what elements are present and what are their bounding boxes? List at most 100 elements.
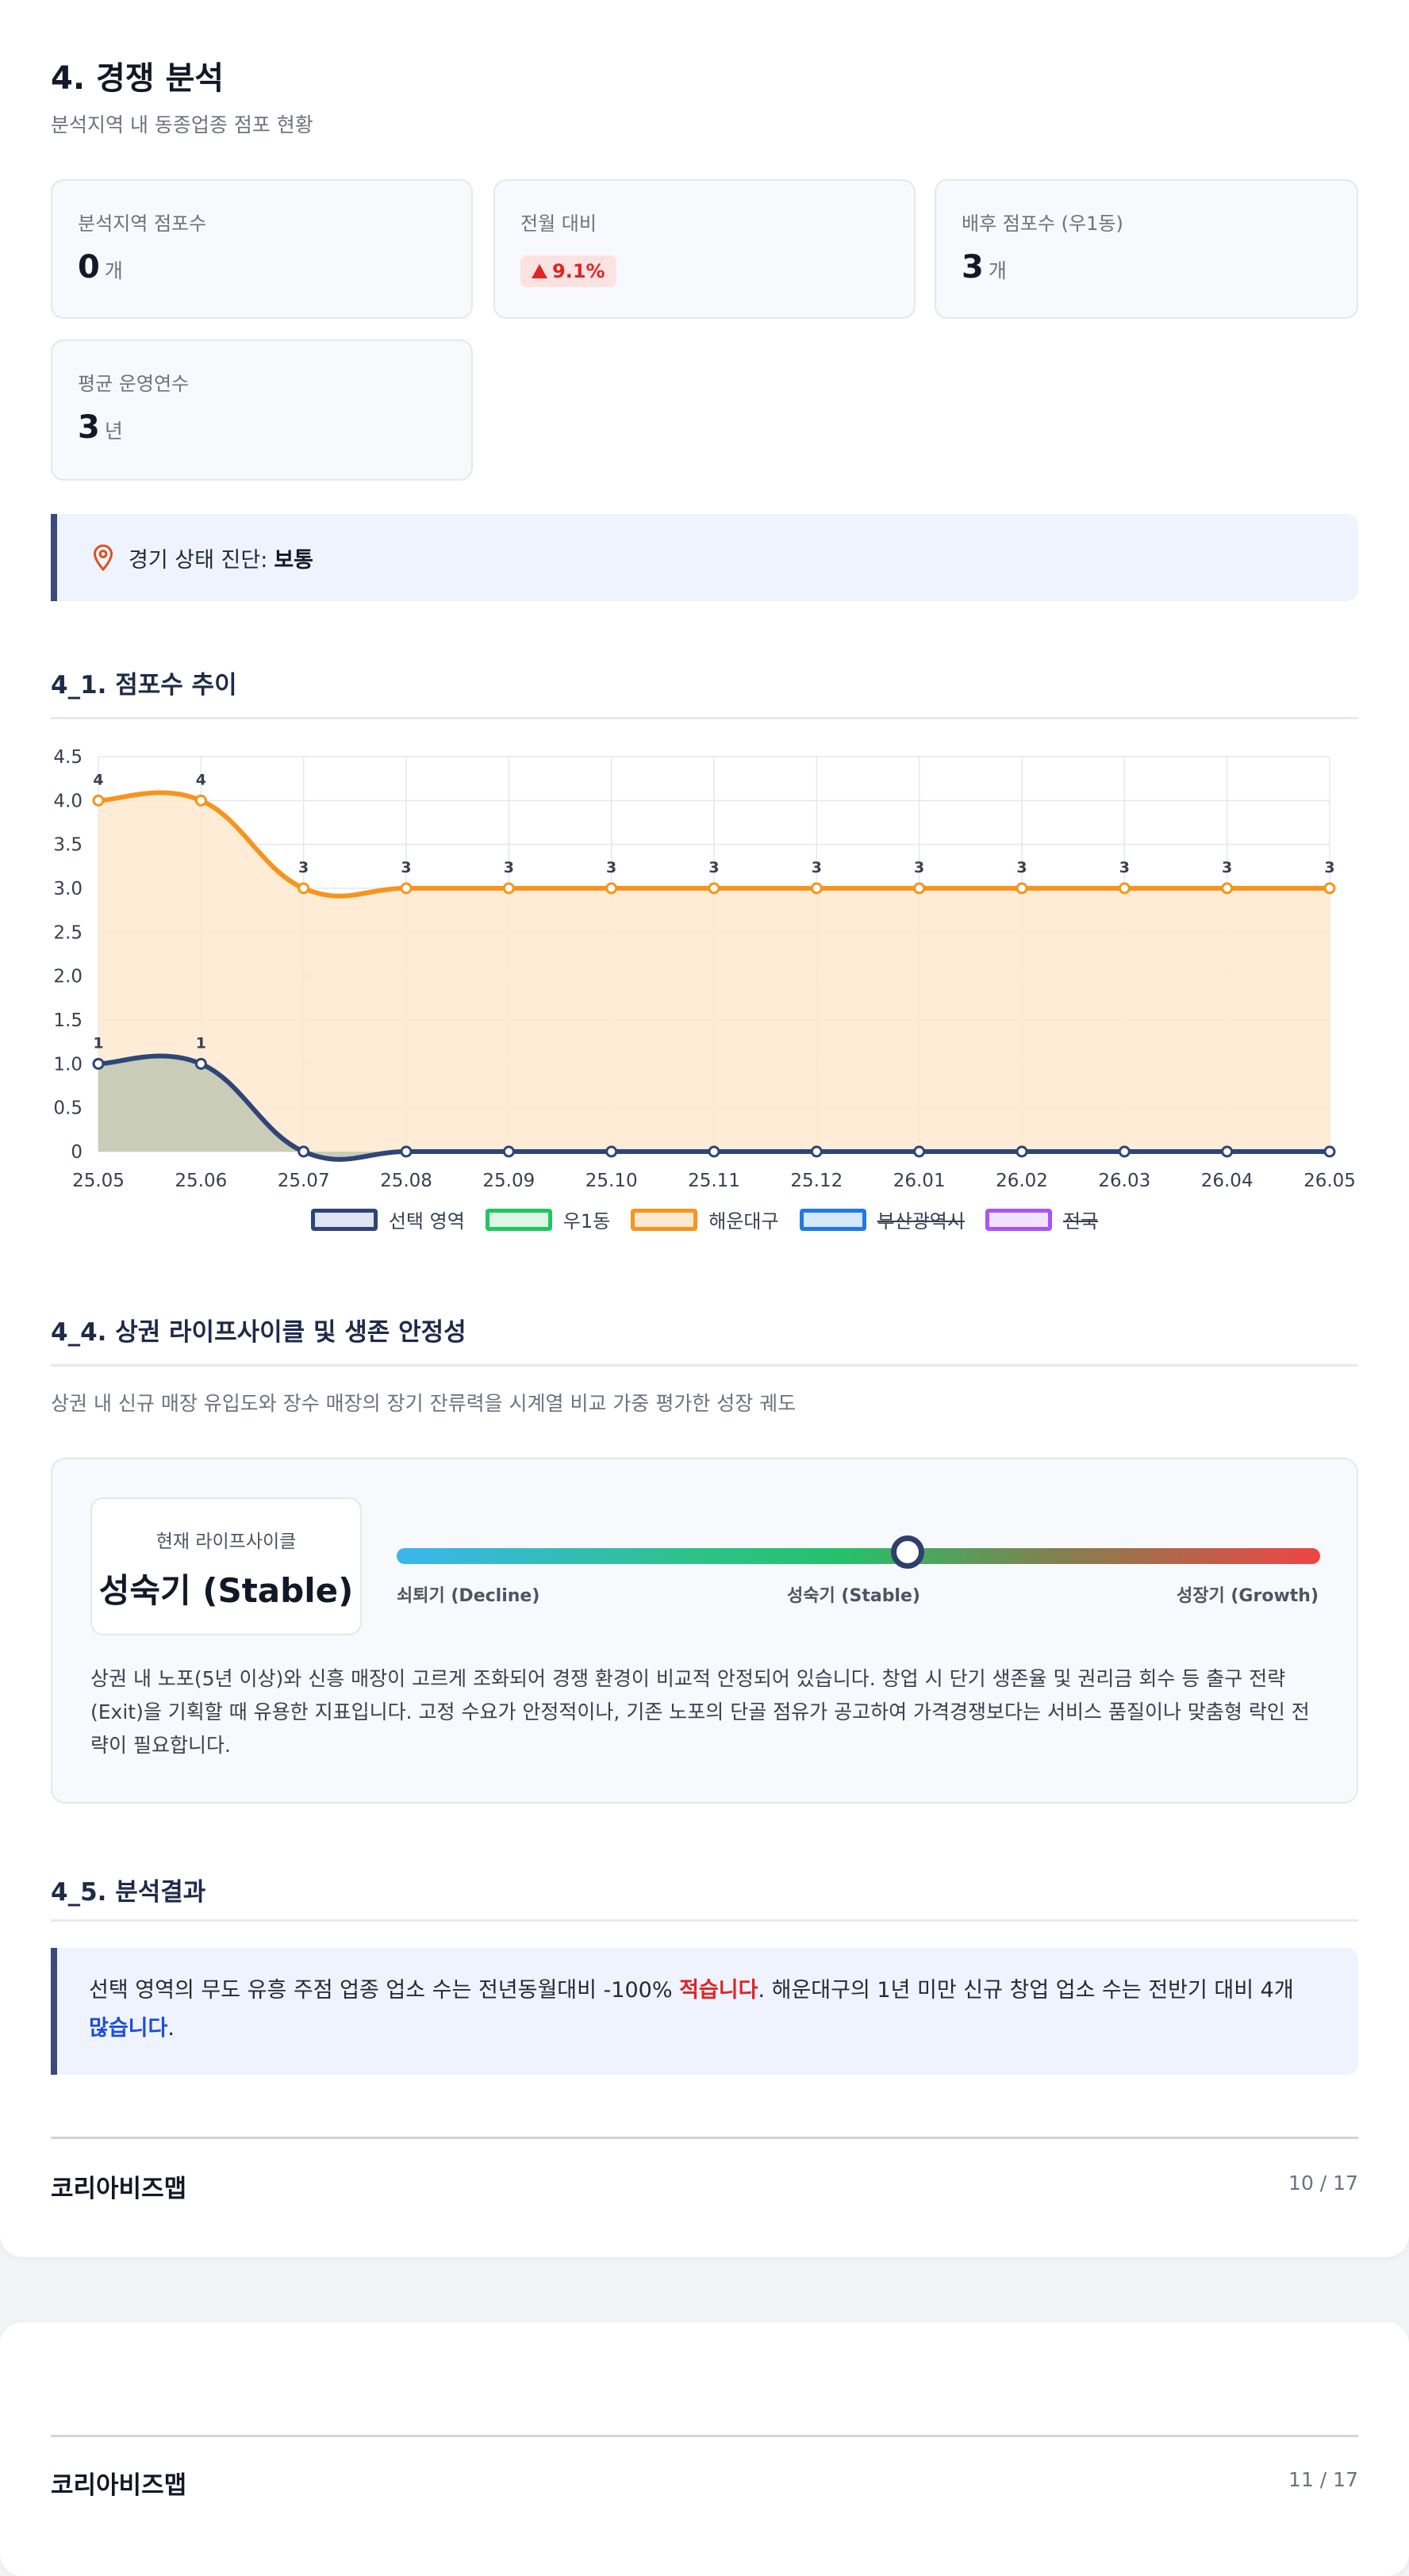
data-point bbox=[92, 794, 105, 807]
y-tick-label: 3.0 bbox=[53, 879, 83, 899]
footer-brand: 코리아비즈맵 bbox=[51, 2471, 187, 2500]
data-label: 4 bbox=[93, 771, 103, 788]
x-tick-label: 26.02 bbox=[996, 1171, 1048, 1191]
data-point bbox=[194, 794, 207, 807]
gauge-label-stable: 성숙기 (Stable) bbox=[787, 1586, 920, 1606]
y-tick-label: 4.5 bbox=[53, 747, 83, 768]
legend-item-national[interactable]: 전국 bbox=[985, 1206, 1098, 1233]
y-tick-label: 1.0 bbox=[53, 1054, 83, 1075]
lifecycle-gauge-bar bbox=[397, 1535, 1320, 1569]
y-tick-label: 2.5 bbox=[53, 922, 83, 943]
legend-swatch bbox=[310, 1208, 378, 1231]
data-point bbox=[298, 882, 310, 895]
x-tick-label: 26.01 bbox=[893, 1171, 946, 1191]
data-label: 3 bbox=[1324, 859, 1334, 876]
lifecycle-description: 상권 내 신규 매장 유입도와 장수 매장의 장기 잔류력을 시계열 비교 가중… bbox=[51, 1392, 797, 1415]
map-pin-icon bbox=[93, 544, 113, 572]
series-area-0 bbox=[98, 1056, 1330, 1160]
x-tick-label: 26.04 bbox=[1201, 1171, 1254, 1191]
page-subtitle: 분석지역 내 동종업종 점포 현황 bbox=[51, 113, 313, 136]
data-point bbox=[913, 1145, 926, 1158]
legend-swatch bbox=[799, 1208, 866, 1231]
section-divider bbox=[51, 717, 1358, 719]
data-point bbox=[502, 882, 515, 895]
data-point bbox=[1015, 882, 1028, 895]
stat-label: 평균 운영연수 bbox=[78, 373, 190, 395]
y-tick-label: 3.5 bbox=[53, 835, 83, 856]
stat-unit: 년 bbox=[104, 420, 123, 443]
data-point bbox=[1221, 1145, 1234, 1158]
diagnosis-banner: 경기 상태 진단: 보통 bbox=[51, 514, 1358, 601]
data-label: 3 bbox=[504, 859, 514, 876]
data-point bbox=[1323, 1145, 1336, 1158]
data-point bbox=[708, 1145, 720, 1158]
stat-unit: 개 bbox=[988, 259, 1007, 282]
triangle-up-icon bbox=[532, 264, 547, 278]
legend-label: 부산광역시 bbox=[877, 1210, 965, 1232]
change-value: 9.1% bbox=[552, 260, 605, 282]
stat-number: 3 bbox=[78, 409, 100, 446]
data-point bbox=[194, 1057, 207, 1070]
data-label: 3 bbox=[1119, 859, 1130, 876]
stat-card-mom-change: 전월 대비 9.1% bbox=[493, 179, 916, 319]
x-tick-label: 25.08 bbox=[380, 1171, 432, 1191]
lifecycle-gauge-knob bbox=[890, 1535, 924, 1569]
x-tick-label: 25.12 bbox=[790, 1171, 843, 1191]
data-label: 3 bbox=[914, 859, 924, 876]
y-tick-label: 2.0 bbox=[53, 967, 83, 987]
section-title-result: 4_5. 분석결과 bbox=[51, 1878, 206, 1907]
x-tick-label: 25.11 bbox=[688, 1171, 740, 1191]
legend-item-selected-area[interactable]: 선택 영역 bbox=[310, 1206, 465, 1233]
data-point bbox=[605, 882, 618, 895]
current-lifecycle-box: 현재 라이프사이클 성숙기 (Stable) bbox=[90, 1497, 362, 1635]
data-point bbox=[400, 882, 413, 895]
data-label: 3 bbox=[606, 859, 616, 876]
lifecycle-explanation: 상권 내 노포(5년 이상)와 신흥 매장이 고르게 조화되어 경쟁 환경이 비… bbox=[90, 1667, 1310, 1757]
x-tick-label: 25.09 bbox=[482, 1171, 535, 1191]
data-label: 3 bbox=[1222, 859, 1232, 876]
data-point bbox=[1015, 1145, 1028, 1158]
data-label: 3 bbox=[298, 859, 309, 876]
stat-value: 3 년 bbox=[78, 409, 123, 446]
stat-value: 3 개 bbox=[962, 249, 1007, 286]
data-point bbox=[1118, 1145, 1131, 1158]
legend-item-u1dong[interactable]: 우1동 bbox=[485, 1206, 610, 1233]
section-divider bbox=[51, 1364, 1358, 1367]
data-label: 1 bbox=[93, 1034, 103, 1052]
footer-divider bbox=[51, 2137, 1358, 2139]
gauge-label-growth: 성장기 (Growth) bbox=[1176, 1586, 1319, 1606]
data-label: 4 bbox=[196, 771, 206, 788]
data-point bbox=[400, 1145, 413, 1158]
legend-label: 선택 영역 bbox=[388, 1210, 465, 1232]
stat-number: 0 bbox=[78, 249, 100, 286]
data-point bbox=[810, 1145, 823, 1158]
stat-label: 분석지역 점포수 bbox=[78, 213, 207, 235]
current-lifecycle-value: 성숙기 (Stable) bbox=[98, 1571, 354, 1610]
y-tick-label: 0 bbox=[71, 1142, 83, 1163]
legend-swatch bbox=[631, 1208, 698, 1231]
data-point bbox=[708, 882, 720, 895]
stat-value: 0 개 bbox=[78, 249, 123, 286]
legend-item-busan[interactable]: 부산광역시 bbox=[799, 1206, 965, 1233]
lifecycle-card: 현재 라이프사이클 성숙기 (Stable) 쇠퇴기 (Decline) 성숙기… bbox=[51, 1458, 1358, 1804]
chart-legend: 선택 영역 우1동 해운대구 부산광역시 전국 bbox=[0, 1206, 1409, 1233]
y-tick-label: 1.5 bbox=[53, 1010, 83, 1031]
stat-label: 전월 대비 bbox=[520, 213, 597, 235]
result-text-2: . 해운대구의 1년 미만 신규 창업 업소 수는 전반기 대비 4개 bbox=[758, 1978, 1294, 2003]
report-page-10: 4. 경쟁 분석 분석지역 내 동종업종 점포 현황 분석지역 점포수 0 개 … bbox=[0, 0, 1409, 2257]
result-text-1: 선택 영역의 무도 유흥 주점 업종 업소 수는 전년동월대비 -100% bbox=[89, 1978, 680, 2003]
legend-item-haeundae[interactable]: 해운대구 bbox=[631, 1206, 779, 1233]
legend-label: 전국 bbox=[1062, 1210, 1099, 1232]
legend-label: 해운대구 bbox=[708, 1210, 779, 1232]
legend-swatch bbox=[985, 1208, 1052, 1231]
data-point bbox=[1118, 882, 1131, 895]
series-area-2 bbox=[98, 792, 1330, 1152]
section-title-lifecycle: 4_4. 상권 라이프사이클 및 생존 안정성 bbox=[51, 1318, 466, 1347]
analysis-result-banner: 선택 영역의 무도 유흥 주점 업종 업소 수는 전년동월대비 -100% 적습… bbox=[51, 1948, 1358, 2075]
data-point bbox=[605, 1145, 618, 1158]
result-emphasis-increase: 많습니다 bbox=[89, 2016, 168, 2041]
data-point bbox=[92, 1057, 105, 1070]
stat-label: 배후 점포수 (우1동) bbox=[962, 213, 1123, 235]
footer-page-number: 10 / 17 bbox=[1288, 2172, 1358, 2195]
data-point bbox=[502, 1145, 515, 1158]
